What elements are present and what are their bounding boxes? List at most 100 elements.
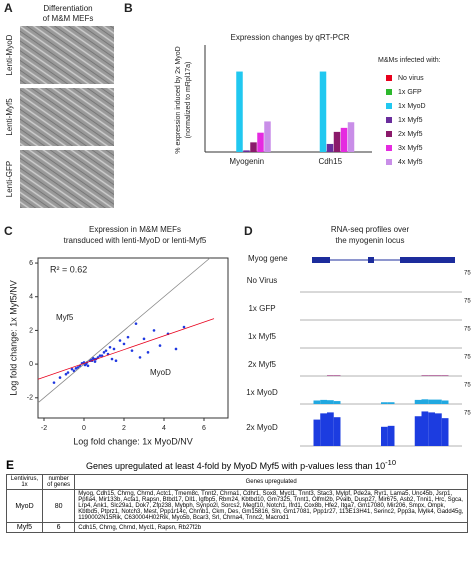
coverage: [313, 419, 321, 446]
bar: [264, 121, 271, 152]
region-label: Myf5: [56, 313, 74, 322]
point: [174, 347, 178, 351]
point: [58, 376, 62, 379]
track-label: 1x Myf5: [248, 332, 277, 341]
track-scale: 75: [464, 355, 471, 361]
bar: [243, 150, 250, 152]
chart-title: Expression changes by qRT-PCR: [230, 33, 349, 42]
cell: Cdh15, Chrng, Chrnd, Mycl1, Rapsn, Rb27f…: [74, 522, 468, 533]
track-scale: 75: [464, 411, 471, 417]
point: [102, 351, 106, 354]
coverage: [435, 399, 442, 404]
chart-title: transduced with lenti-MyoD or lenti-Myf5: [64, 236, 207, 245]
micrograph: [20, 150, 114, 208]
point: [126, 335, 130, 339]
point: [100, 354, 104, 357]
cell: 80: [41, 489, 76, 523]
point: [110, 357, 114, 361]
legend-label: No virus: [398, 75, 424, 82]
coverage: [421, 411, 429, 446]
x-tick-label: 6: [202, 425, 206, 432]
coverage: [441, 375, 449, 376]
coverage: [327, 375, 334, 376]
coverage: [333, 375, 341, 376]
bar: [347, 122, 355, 152]
point: [64, 372, 68, 376]
coverage: [333, 401, 341, 404]
y-axis-label: (normalized to mRpl17a): [185, 62, 192, 139]
point: [118, 339, 122, 342]
row: Myf5 6 Cdh15, Chrng, Chrnd, Mycl1, Rapsn, …: [6, 522, 468, 533]
table-title: E Genes upregulated at least 4-fold by My…: [6, 458, 468, 472]
legend-title: M&Ms infected with:: [378, 57, 441, 64]
legend-label: 1x Myf5: [398, 117, 423, 124]
point: [182, 325, 186, 329]
table: Lentivirus, 1x number of genes Genes upreg…: [6, 474, 468, 533]
x-tick-label: -2: [41, 425, 47, 432]
cell: 6: [41, 522, 76, 533]
bar: [333, 131, 341, 152]
coverage: [421, 399, 429, 404]
micrograph: [20, 26, 114, 84]
point: [52, 381, 56, 384]
x-tick-label: Myogenin: [229, 157, 264, 166]
coverage: [333, 417, 341, 446]
point: [86, 364, 90, 368]
bar: [326, 143, 334, 152]
bar: [340, 127, 348, 152]
title: Genes upregulated at least 4-fold by Myo…: [86, 461, 386, 471]
bar: [250, 142, 257, 152]
point: [108, 345, 112, 349]
row-label: Lenti-MyoD: [5, 34, 14, 75]
point: [134, 322, 138, 325]
coverage: [428, 399, 435, 404]
coverage: [428, 412, 435, 446]
panel-letter: E: [6, 458, 15, 472]
y-axis-label: Log fold change: 1x Myf5/NV: [8, 280, 18, 396]
point: [98, 354, 102, 357]
y-tick-label: -2: [27, 395, 33, 402]
coverage: [327, 412, 334, 446]
fit-line: [37, 318, 215, 380]
panel-letter: D: [244, 224, 253, 238]
figure: A Differentiation of M&M MEFs Lenti-MyoD…: [4, 1, 471, 446]
coverage: [428, 375, 435, 376]
track-scale: 75: [464, 327, 471, 333]
y-axis-label: % expression induced by 2x MyoD: [175, 46, 182, 153]
header-cell: Lentivirus, 1x: [6, 474, 43, 490]
y-tick-label: 2: [29, 327, 33, 334]
exon: [400, 257, 455, 263]
y-tick-label: 6: [29, 260, 33, 267]
x-tick-label: 2: [122, 425, 126, 432]
x-tick-label: 4: [162, 425, 166, 432]
point: [122, 342, 126, 346]
track-label: 1x GFP: [248, 304, 275, 313]
cell: Myf5: [6, 522, 43, 533]
coverage: [327, 400, 334, 404]
panel-title: Differentiation: [43, 4, 92, 13]
track-scale: 75: [464, 299, 471, 305]
reference-line: [37, 257, 211, 404]
micrograph: [20, 88, 114, 146]
point: [93, 360, 97, 363]
coverage: [421, 375, 429, 376]
point: [142, 337, 146, 341]
plot-frame: [37, 257, 229, 419]
legend-label: 2x Myf5: [398, 131, 423, 138]
bar: [236, 71, 243, 152]
chart-title: Expression in M&M MEFs: [89, 225, 181, 234]
point: [152, 329, 156, 332]
legend-label: 1x MyoD: [398, 103, 426, 110]
bar: [319, 71, 327, 152]
coverage: [313, 400, 321, 404]
annotation: R² = 0.62: [50, 264, 87, 274]
point: [112, 347, 116, 351]
coverage: [414, 399, 422, 404]
legend-label: 3x Myf5: [398, 145, 423, 152]
track-scale: 75: [464, 271, 471, 277]
track-label: No Virus: [247, 276, 278, 285]
legend-label: 4x Myf5: [398, 159, 423, 166]
y-tick-label: 0: [29, 361, 33, 368]
legend-swatch: [386, 89, 392, 95]
